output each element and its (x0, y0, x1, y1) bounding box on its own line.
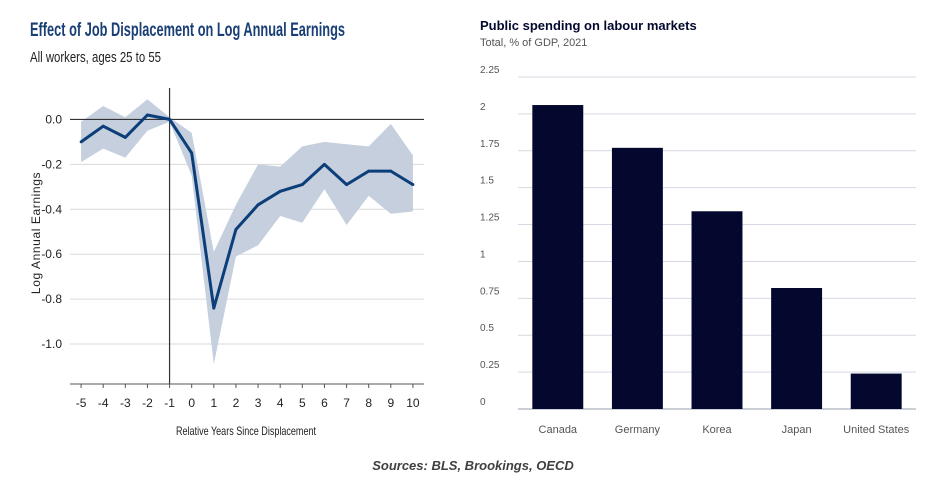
left-x-tick-label: 4 (277, 396, 284, 410)
right-y-tick-label: 1 (480, 249, 486, 260)
right-y-tick-label: 1.25 (480, 213, 500, 224)
spending-bar-chart: 0 0.25 0.5 0.75 1 1.25 1.5 1.75 2 2.25 Canada Germ… (480, 65, 916, 436)
spending-bars (532, 105, 902, 409)
left-y-tick-label: -0.4 (41, 202, 62, 216)
earnings-point (212, 306, 216, 310)
earnings-point (300, 183, 304, 186)
right-x-tick-label: Korea (702, 424, 732, 436)
right-chart-subtitle: Total, % of GDP, 2021 (480, 37, 587, 49)
left-x-tick-label: 3 (255, 396, 262, 410)
left-x-tick-label: 10 (406, 396, 420, 410)
right-y-tick-label: 0.25 (480, 360, 500, 371)
earnings-line (80, 113, 414, 310)
confidence-band (81, 99, 413, 365)
left-x-tick-label: -2 (142, 396, 153, 410)
earnings-point (79, 140, 83, 144)
earnings-point (234, 228, 238, 231)
left-x-tick-label: -1 (164, 396, 175, 410)
earnings-point (146, 113, 149, 117)
bar-canada (532, 105, 584, 409)
right-y-tick-label: 0 (480, 397, 486, 408)
left-x-tick-labels: -5 -4 -3 -2 -1 0 1 2 3 4 5 6 7 8 9 10 (76, 384, 420, 410)
right-y-tick-label: 0.75 (480, 286, 500, 297)
right-chart-title: Public spending on labour markets (480, 18, 697, 33)
earnings-point (278, 189, 282, 193)
left-x-tick-label: -4 (98, 396, 109, 410)
sources-note: Sources: BLS, Brookings, OECD (372, 458, 574, 473)
right-x-tick-label: Germany (615, 424, 661, 436)
bar-germany (611, 147, 663, 409)
earnings-point (190, 151, 194, 155)
left-x-tick-label: -5 (76, 396, 87, 410)
left-x-tick-label: 2 (233, 396, 240, 410)
left-chart-subtitle: All workers, ages 25 to 55 (30, 49, 161, 66)
left-y-tick-labels: 0.0 -0.2 -0.4 -0.6 -0.8 -1.0 (41, 112, 62, 351)
earnings-point (367, 169, 371, 173)
right-y-tick-label: 1.75 (480, 139, 500, 150)
earnings-point (123, 136, 127, 139)
right-y-tick-label: 2 (480, 102, 486, 113)
left-x-axis-label: Relative Years Since Displacement (176, 424, 316, 438)
left-x-tick-label: 5 (299, 396, 306, 410)
left-x-tick-label: 7 (343, 396, 350, 410)
left-x-tick-label: 8 (365, 396, 372, 410)
left-y-tick-label: -0.2 (41, 157, 62, 171)
earnings-point (168, 118, 171, 121)
earnings-point (411, 183, 415, 186)
left-x-tick-label: 1 (210, 396, 217, 410)
left-x-tick-label: 0 (188, 396, 195, 410)
earnings-point (101, 124, 105, 128)
right-y-tick-label: 2.25 (480, 65, 500, 76)
right-y-tick-label: 1.5 (480, 176, 494, 187)
earnings-point (256, 203, 260, 207)
left-x-tick-label: -3 (120, 396, 131, 410)
bar-japan (771, 288, 823, 409)
left-y-tick-label: -0.8 (41, 292, 62, 306)
left-y-tick-label: -1.0 (41, 337, 62, 351)
earnings-points (79, 113, 415, 310)
right-y-tick-labels: 0 0.25 0.5 0.75 1 1.25 1.5 1.75 2 2.25 (480, 65, 500, 408)
right-x-tick-label: United States (843, 424, 910, 436)
left-y-axis-label: Log Annual Earnings (29, 172, 43, 294)
earnings-line-chart: 0.0 -0.2 -0.4 -0.6 -0.8 -1.0 -5 -4 -3 -2 -1 0 1 2 3 4 5… (29, 88, 424, 438)
earnings-point (323, 162, 326, 166)
bar-united-states (850, 373, 902, 409)
left-x-tick-label: 9 (387, 396, 394, 410)
right-y-tick-label: 0.5 (480, 323, 494, 334)
right-x-tick-labels: Canada Germany Korea Japan United States (539, 424, 910, 436)
right-x-tick-label: Canada (539, 424, 578, 436)
left-y-tick-label: 0.0 (45, 112, 62, 126)
earnings-point (389, 169, 393, 173)
left-x-tick-label: 6 (321, 396, 328, 410)
earnings-point (345, 183, 348, 186)
bar-korea (691, 211, 743, 409)
left-chart-title: Effect of Job Displacement on Log Annual… (30, 20, 345, 41)
right-x-tick-label: Japan (782, 424, 812, 436)
left-y-tick-label: -0.6 (41, 247, 62, 261)
